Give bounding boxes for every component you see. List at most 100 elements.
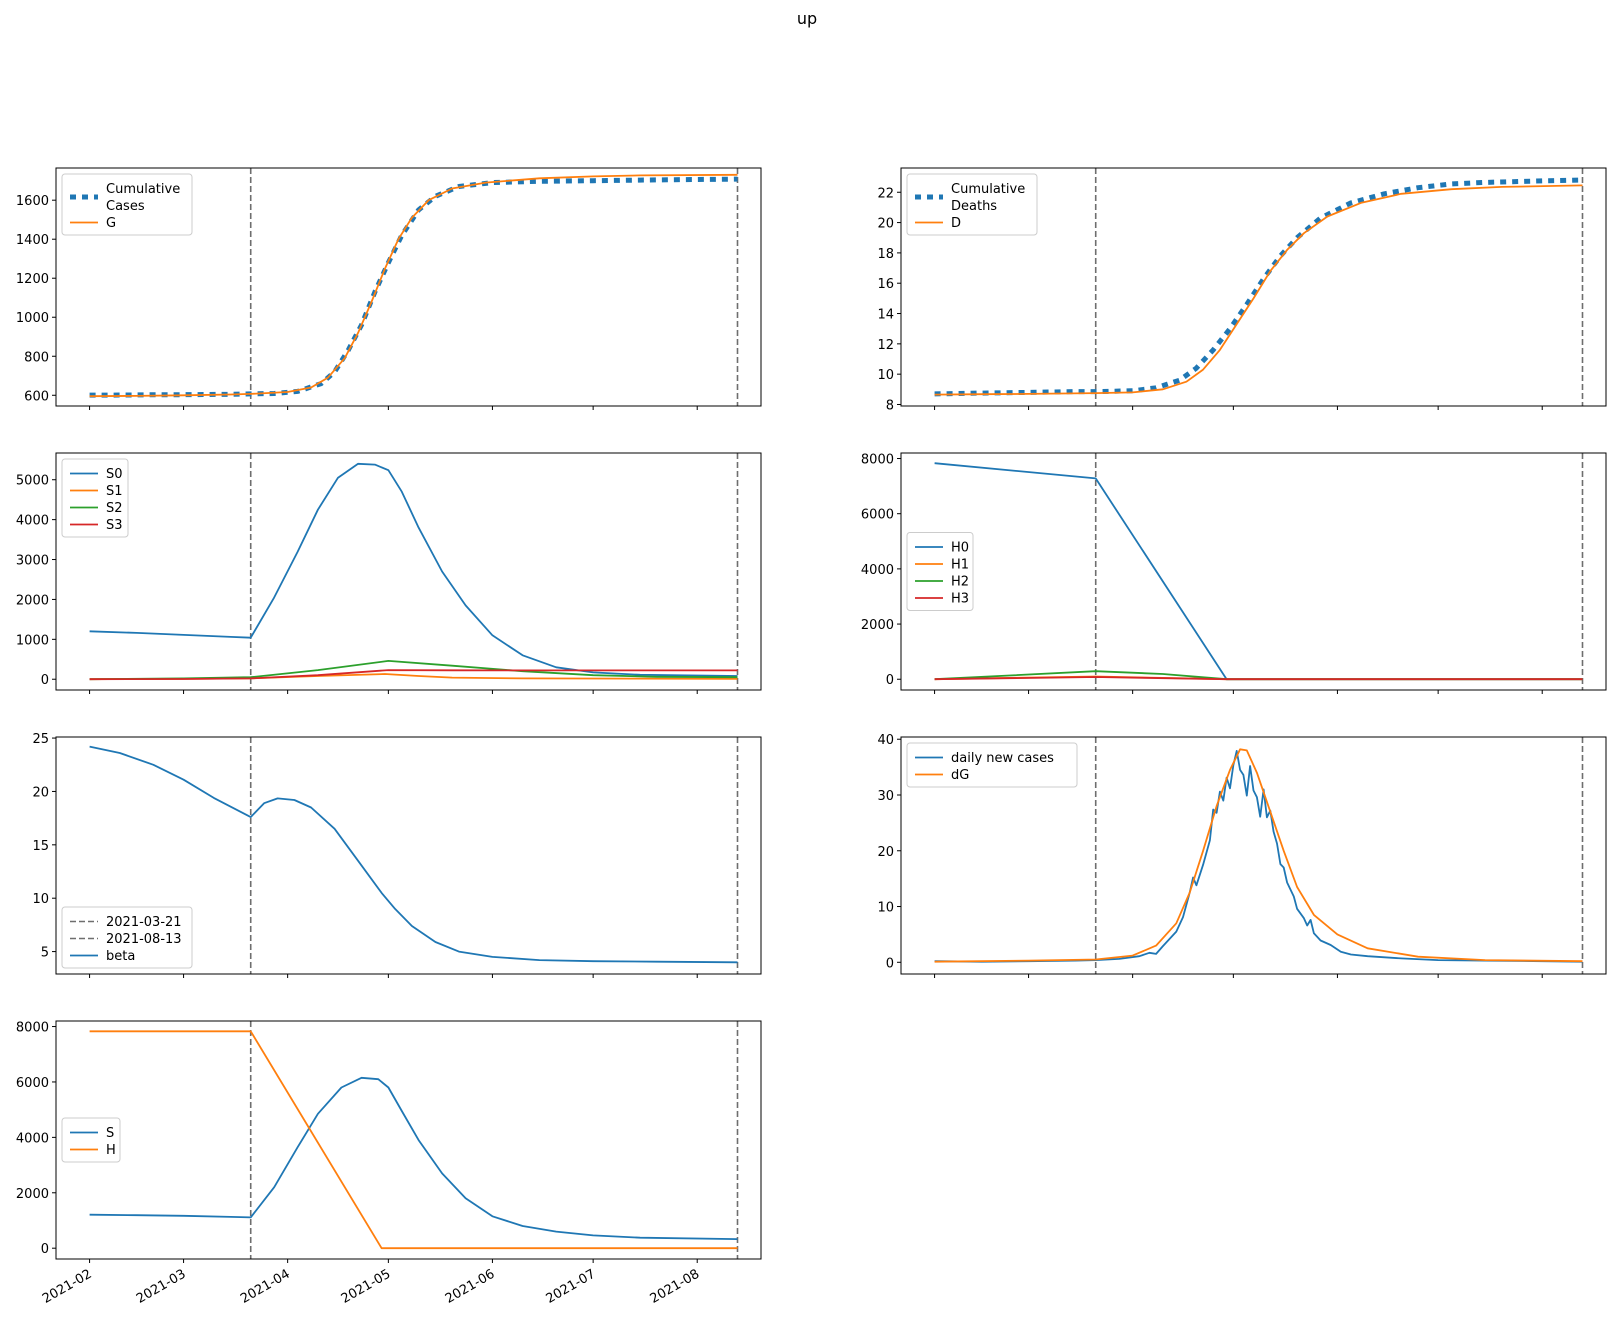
y-tick-label: 6000 [861, 508, 894, 523]
panel-s-compartments: 0 1000 2000 3000 4000 5000 S0 S1 S2 S3 [16, 452, 762, 694]
legend-label: 2021-08-13 [106, 932, 182, 947]
series-line [89, 173, 738, 398]
series-line [934, 462, 1583, 681]
y-tick-label: 1200 [16, 272, 49, 287]
series-line [89, 669, 738, 681]
axes-frame [900, 452, 1607, 691]
legend: SH [61, 1117, 121, 1163]
panel-beta: 5 10 15 20 25 2021-03-21 2021-08-13 beta [32, 732, 762, 978]
panel-cumulative-cases: 600 800 1000 1200 1400 1600 Cumulative Cases G [16, 167, 762, 410]
y-tick-label: 15 [32, 839, 49, 854]
legend: daily new cases dG [906, 742, 1078, 788]
y-tick-label: 14 [877, 308, 894, 323]
y-tick-label: 4000 [16, 1131, 49, 1146]
y-tick-label: 5 [41, 946, 49, 961]
legend-label: H0 [951, 541, 969, 556]
y-tick-label: 8 [886, 398, 894, 413]
x-tick-label: 2021-03 [134, 1267, 189, 1307]
y-tick-label: 10 [877, 368, 894, 383]
y-tick-label: 0 [886, 956, 894, 971]
x-tick-label: 2021-05 [339, 1267, 394, 1307]
y-tick-label: 20 [32, 785, 49, 800]
legend-box [906, 173, 1038, 236]
legend-label: Cumulative Deaths [951, 182, 1025, 214]
axes-frame [55, 452, 762, 691]
legend-label: S2 [106, 501, 123, 516]
legend-label: H1 [951, 558, 969, 573]
y-tick-label: 10 [32, 892, 49, 907]
plot-area [934, 453, 1584, 690]
y-tick-label: 20 [877, 217, 894, 232]
y-tick-label: 0 [41, 1242, 49, 1257]
legend: Cumulative Cases G [61, 173, 193, 236]
legend-label: S0 [106, 467, 123, 482]
y-tick-label: 6000 [16, 1076, 49, 1091]
series-line [934, 748, 1583, 963]
x-tick-label: 2021-08 [648, 1267, 703, 1307]
panel-cumulative-deaths: 8 10 12 14 16 18 20 22 Cumulative Deaths D [877, 167, 1607, 413]
axes-frame [55, 167, 762, 407]
y-tick-label: 600 [24, 389, 49, 404]
y-tick-label: 8000 [861, 453, 894, 468]
x-tick-label: 2021-06 [443, 1267, 498, 1307]
series-line [89, 1030, 738, 1250]
series-line [89, 745, 738, 964]
y-tick-label: 0 [41, 673, 49, 688]
y-tick-label: 1600 [16, 194, 49, 209]
y-tick-label: 40 [877, 733, 894, 748]
legend: S0 S1 S2 S3 [61, 458, 129, 538]
legend-box [906, 742, 1078, 788]
y-tick-label: 2000 [16, 1187, 49, 1202]
series-line [934, 177, 1583, 397]
legend-label: dG [951, 768, 969, 783]
y-tick-label: 8000 [16, 1021, 49, 1036]
x-tick-label: 2021-02 [40, 1267, 95, 1307]
legend-label: S3 [106, 518, 123, 533]
y-tick-label: 0 [886, 673, 894, 688]
plot-area [89, 737, 739, 974]
axes-frame [55, 1020, 762, 1260]
y-tick-label: 18 [877, 247, 894, 262]
legend-label: H2 [951, 575, 969, 590]
plot-area [934, 737, 1584, 974]
plot-area [934, 168, 1584, 406]
legend-label: H3 [951, 592, 969, 607]
y-tick-label: 1400 [16, 233, 49, 248]
y-tick-label: 22 [877, 186, 894, 201]
series-line [934, 676, 1583, 681]
panel-s-vs-h: 0 2000 4000 6000 8000 2021-02 2021-03 2021-04 20… [16, 1020, 762, 1307]
legend-label: H [106, 1143, 116, 1158]
plot-area [89, 453, 739, 690]
plot-area [89, 168, 739, 406]
y-tick-label: 3000 [16, 554, 49, 569]
series-line [934, 750, 1583, 963]
series-line [934, 184, 1583, 396]
legend-box [906, 532, 974, 611]
y-tick-label: 1000 [16, 633, 49, 648]
plot-area [89, 1021, 739, 1259]
axes-frame [55, 736, 762, 975]
y-tick-label: 10 [877, 901, 894, 916]
series-line [89, 1076, 738, 1240]
y-tick-label: 1000 [16, 311, 49, 326]
legend-label: daily new cases [951, 751, 1054, 766]
axes-frame [900, 736, 1607, 975]
x-tick-label: 2021-07 [544, 1267, 599, 1307]
y-tick-label: 2000 [16, 593, 49, 608]
series-line [89, 462, 738, 677]
legend-box [61, 173, 193, 236]
y-tick-label: 800 [24, 350, 49, 365]
axes-frame [900, 167, 1607, 407]
legend-label: G [106, 216, 116, 231]
y-tick-label: 12 [877, 338, 894, 353]
panel-h-compartments: 0 2000 4000 6000 8000 H0 H1 H2 H3 [861, 452, 1607, 694]
y-tick-label: 16 [877, 277, 894, 292]
legend-label: 2021-03-21 [106, 915, 182, 930]
y-tick-label: 4000 [861, 563, 894, 578]
legend-box [61, 1117, 121, 1163]
y-tick-label: 25 [32, 732, 49, 747]
legend-box [61, 906, 193, 969]
y-tick-label: 5000 [16, 474, 49, 489]
legend-label: Cumulative Cases [106, 182, 180, 214]
